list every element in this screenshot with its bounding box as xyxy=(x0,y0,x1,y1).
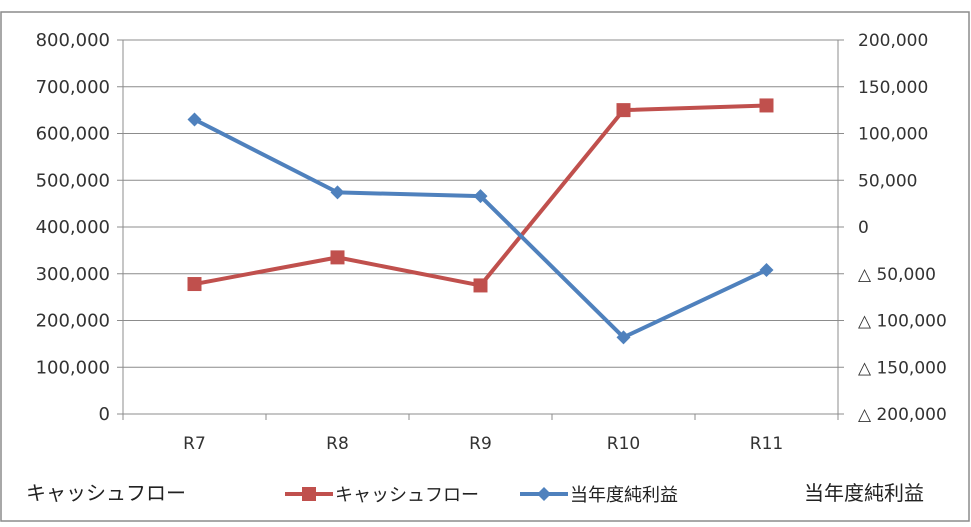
legend: キャッシュフロー 当年度純利益 xyxy=(285,485,678,506)
left-tick-label: 100,000 xyxy=(36,357,110,378)
x-tick-label-r11: R11 xyxy=(750,434,783,454)
left-tick-label: 500,000 xyxy=(36,170,110,191)
series-2-point xyxy=(473,189,488,204)
x-tick-label-r8: R8 xyxy=(326,434,349,454)
chart-border xyxy=(0,11,970,522)
tick-labels: 0 100,000 200,000 300,000 400,000 500,000 600,… xyxy=(36,30,947,454)
right-tick-label: 150,000 xyxy=(858,78,928,98)
right-tick-label: △ 200,000 xyxy=(858,405,947,425)
series-2-point xyxy=(616,330,631,345)
right-tick-label: △ 150,000 xyxy=(858,358,947,378)
left-tick-label: 800,000 xyxy=(36,30,110,51)
x-tick-label-r9: R9 xyxy=(469,434,492,454)
left-tick-label: 0 xyxy=(99,404,110,425)
left-tick-label: 700,000 xyxy=(36,77,110,98)
x-tick-label-r10: R10 xyxy=(607,434,640,454)
right-axis-title: 当年度純利益 xyxy=(804,481,924,505)
right-tick-label: △ 50,000 xyxy=(858,265,936,285)
series-1-point xyxy=(187,277,202,292)
series-1-point xyxy=(473,278,488,293)
legend-item-2: 当年度純利益 xyxy=(520,485,678,506)
series-1-point xyxy=(616,103,631,118)
left-tick-label: 600,000 xyxy=(36,124,110,145)
series-2-point xyxy=(330,185,345,200)
left-tick-label: 200,000 xyxy=(36,311,110,332)
left-axis-title: キャッシュフロー xyxy=(26,481,186,505)
left-tick-label: 300,000 xyxy=(36,264,110,285)
legend-item-1-marker xyxy=(302,487,316,501)
axes xyxy=(117,39,844,420)
legend-item-1-label: キャッシュフロー xyxy=(335,485,479,506)
series-1-point xyxy=(330,250,345,265)
series-1-point xyxy=(759,98,774,113)
legend-item-2-label: 当年度純利益 xyxy=(570,485,678,506)
legend-item-2-marker xyxy=(537,487,551,501)
series-2-point xyxy=(759,263,774,278)
right-tick-label: 50,000 xyxy=(858,171,917,191)
gridlines xyxy=(123,39,838,368)
left-tick-label: 400,000 xyxy=(36,217,110,238)
right-tick-label: 0 xyxy=(858,218,869,238)
series-2-point xyxy=(187,112,202,127)
right-tick-label: 100,000 xyxy=(858,125,928,145)
right-tick-label: 200,000 xyxy=(858,31,928,51)
legend-item-1: キャッシュフロー xyxy=(285,485,479,506)
series xyxy=(187,98,774,345)
right-tick-label: △ 100,000 xyxy=(858,312,947,332)
x-tick-label-r7: R7 xyxy=(183,434,206,454)
